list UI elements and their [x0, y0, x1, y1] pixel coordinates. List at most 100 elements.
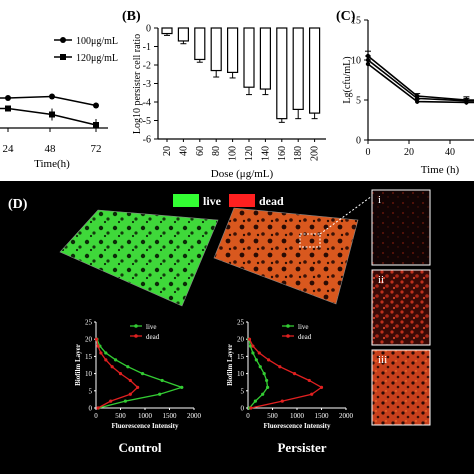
profile-point-live [266, 385, 270, 389]
profile-point-dead [247, 337, 252, 341]
profile-ytick-label: 15 [237, 353, 245, 361]
panel-b-ytick-label: -1 [143, 42, 151, 53]
profile-xlabel: Fluorescence Intensity [264, 422, 331, 430]
profile-ytick-label: 0 [89, 405, 93, 413]
panel-c-ytick-label: 5 [356, 96, 361, 107]
panel-c-point [464, 100, 469, 105]
panel-b-xtick-label: 140 [260, 146, 271, 161]
profile-point-live [248, 344, 253, 348]
panel-b-xtick-label: 180 [293, 146, 304, 161]
profile-point-live [253, 399, 257, 403]
panel-b-ytick-label: 0 [146, 24, 151, 35]
profile-point-dead [280, 399, 284, 403]
panel-b-ytick-label: -2 [143, 61, 151, 72]
panel-b-bar-60 [194, 27, 206, 61]
panel-b-ytick-label: -5 [143, 116, 151, 127]
panel-a-point [49, 111, 55, 118]
profile-xtick-label: 1500 [163, 412, 178, 420]
panel-b-xtick-label: 40 [178, 146, 189, 156]
panel-d-label: (D) [8, 197, 28, 212]
profile-point-dead [136, 385, 140, 389]
profile-point-dead [257, 351, 261, 355]
panel-b-xtick-label: 80 [211, 146, 222, 156]
panel-a-point [49, 93, 55, 100]
profile-point-live [251, 351, 255, 355]
panel-c-ytick-label: 15 [351, 16, 361, 27]
panel-b-xlabel: Dose (μg/mL) [211, 168, 274, 180]
profile-point-dead [307, 378, 311, 383]
profile-xlabel: Fluorescence Intensity [112, 422, 179, 430]
panel-b-bar-160 [276, 27, 288, 120]
panel-b-ylabel: Log10 persister cell ratio [132, 34, 143, 134]
profile-ylabel: Biofilm Layer [74, 344, 82, 386]
panel-a-legend-100: 100μg/mL [76, 36, 118, 47]
panel-c-series-line-1 [367, 59, 474, 102]
profile-legend-marker-live [286, 324, 290, 328]
panel-a-series-line-0 [0, 95, 97, 107]
panel-b-xtick-label: 160 [277, 146, 288, 161]
panel-c-series-line-2 [367, 63, 474, 104]
profile-ytick-label: 15 [85, 353, 93, 361]
profile-legend-marker-dead [286, 334, 290, 338]
profile-ylabel: Biofilm Layer [226, 344, 234, 386]
profile-xtick-label: 2000 [339, 412, 354, 420]
panel-a-point [93, 102, 99, 109]
persister-biofilm-image [213, 207, 359, 305]
profile-point-dead [319, 385, 324, 389]
persister-group-label: Persister [277, 440, 326, 455]
panel-b-xtick-label: 20 [162, 146, 173, 156]
panel-b: (B) 0 -1 -2 -3 -4 -5 -6 20 40 60 80 100 120 140 160 18… [122, 9, 326, 180]
profile-legend-label-dead: dead [146, 333, 160, 341]
profile-xtick-label: 500 [115, 412, 126, 420]
panel-c-xtick-label: 0 [366, 147, 371, 158]
panel-b-bar-120 [243, 27, 255, 88]
panel-b-xtick-label: 60 [195, 146, 206, 156]
panel-c-point [415, 99, 420, 104]
profile-line-dead [248, 338, 323, 409]
panel-c-xtick-label: 40 [445, 147, 455, 158]
panel-c-ytick-label: 0 [356, 136, 361, 147]
profile-legend-marker-live [134, 324, 138, 328]
profile-ytick-label: 5 [241, 387, 245, 395]
panel-b-bar-100 [227, 27, 239, 74]
panel-a-xtick-24: 24 [3, 143, 15, 155]
panel-b-bar-200 [309, 27, 321, 114]
control-profile-plot: 0 5 10 15 20 25 0 500 1000 1500 2000 Fluorescence I… [74, 319, 202, 431]
legend-dead-swatch [229, 194, 255, 207]
profile-point-live [258, 365, 262, 369]
inset-iii-label: iii [378, 354, 387, 366]
profile-xtick-label: 1500 [315, 412, 330, 420]
profile-point-dead [128, 392, 132, 396]
panel-c-label: (C) [336, 9, 356, 24]
profile-xtick-label: 0 [246, 412, 250, 420]
profile-legend-label-live: live [298, 323, 309, 331]
legend-live-label: live [203, 194, 222, 208]
profile-point-live [140, 372, 145, 376]
profile-legend-marker-dead [134, 334, 138, 338]
panel-a-legend-120: 120μg/mL [76, 53, 118, 64]
panel-a-point [5, 95, 11, 101]
zoom-region-box [299, 233, 321, 248]
panel-b-bar-140 [259, 27, 271, 90]
panel-b-ytick-label: -3 [143, 79, 151, 90]
profile-ytick-label: 10 [85, 370, 93, 378]
profile-ytick-label: 20 [237, 336, 245, 344]
profile-point-live [158, 392, 162, 396]
profile-ytick-label: 25 [85, 319, 93, 327]
panel-c-point [365, 61, 371, 67]
persister-profile-plot: 0 5 10 15 20 25 0 500 1000 1500 2000 Fluorescence I… [226, 319, 354, 431]
profile-ytick-label: 5 [89, 387, 93, 395]
inset-iii-image [371, 349, 431, 426]
profile-point-live [254, 358, 258, 362]
legend-marker-120 [60, 54, 66, 60]
profile-point-dead [96, 344, 100, 348]
panel-b-ytick-label: -6 [143, 135, 151, 146]
profile-ytick-label: 20 [85, 336, 93, 344]
profile-point-live [262, 372, 266, 376]
profile-point-dead [278, 365, 282, 369]
panel-a-xtick-48: 48 [45, 143, 57, 155]
profile-point-live [114, 358, 118, 362]
profile-point-live [104, 351, 108, 355]
legend-dead-label: dead [259, 194, 284, 208]
